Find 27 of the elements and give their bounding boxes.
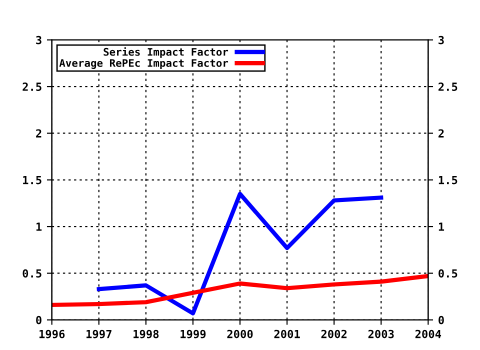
legend-label: Series Impact Factor xyxy=(104,47,228,58)
x-tick-label: 2003 xyxy=(368,330,394,338)
x-tick-label: 2001 xyxy=(274,330,300,338)
y2-tick-label: 1.5 xyxy=(438,176,458,184)
y-tick-label: 0.5 xyxy=(22,269,42,278)
y-tick-label: 2 xyxy=(36,129,42,138)
line-series xyxy=(96,192,384,316)
x-tick-label: 2000 xyxy=(227,330,253,338)
y2-tick-label: 1 xyxy=(438,222,444,231)
y2-tick-label: 0 xyxy=(438,316,444,324)
x-tick-label: 2002 xyxy=(321,330,347,338)
y-tick-label: 0 xyxy=(36,316,42,324)
x-tick-label: 2004 xyxy=(415,330,442,338)
y-tick-label: 2.5 xyxy=(22,82,42,91)
y2-tick-label: 2 xyxy=(438,129,444,138)
x-tick-label: 1999 xyxy=(180,330,206,338)
y-tick-label: 1.5 xyxy=(23,176,42,184)
y-tick-label: 1 xyxy=(36,222,42,231)
x-tick-label: 1996 xyxy=(39,330,65,338)
y2-tick-label: 2.5 xyxy=(438,82,458,91)
y2-tick-label: 0.5 xyxy=(438,269,458,278)
y2-tick-label: 3 xyxy=(438,36,444,44)
x-tick-label: 1998 xyxy=(134,330,159,338)
y-tick-label: 3 xyxy=(36,36,42,44)
legend-label: Average RePEc Impact Factor xyxy=(59,59,228,69)
line-series xyxy=(52,274,428,308)
x-tick-label: 1997 xyxy=(86,330,112,338)
